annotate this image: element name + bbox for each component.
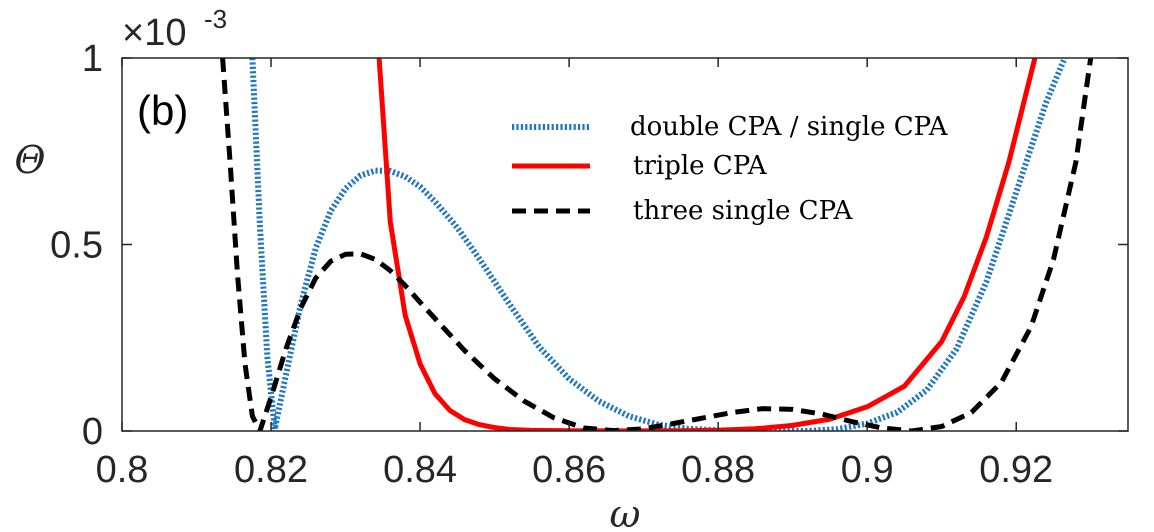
x-tick-label: 0.82 [234,449,308,491]
legend-label-3: three single CPA [633,196,854,226]
x-tick-label: 0.8 [96,449,149,491]
x-tick-label: 0.9 [841,449,894,491]
series-line-3 [220,58,1094,431]
y-axis: 00.51 [50,38,1128,453]
series-line-1 [249,58,1068,431]
y-tick-label: 0 [82,411,103,453]
panel-label: (b) [137,87,188,134]
legend: double CPA / single CPA triple CPA three s… [512,112,949,226]
x-tick-label: 0.84 [383,449,457,491]
y-tick-label: 1 [82,38,103,80]
plot-area [122,58,1128,431]
y-axis-label: Θ [14,138,45,182]
x-tick-label: 0.86 [532,449,606,491]
svg-text:×10: ×10 [122,12,186,54]
x-axis-label: ω [610,492,641,532]
x-tick-label: 0.92 [979,449,1053,491]
legend-label-2: triple CPA [633,151,768,181]
x-axis: 0.8 0.82 0.84 0.86 0.88 0.9 0.92 [96,58,1053,491]
legend-label-1: double CPA / single CPA [630,112,949,142]
y-tick-label: 0.5 [50,225,103,267]
y-scale-factor: ×10 -3 [122,4,227,54]
x-tick-label: 0.88 [681,449,755,491]
svg-text:-3: -3 [204,4,227,34]
